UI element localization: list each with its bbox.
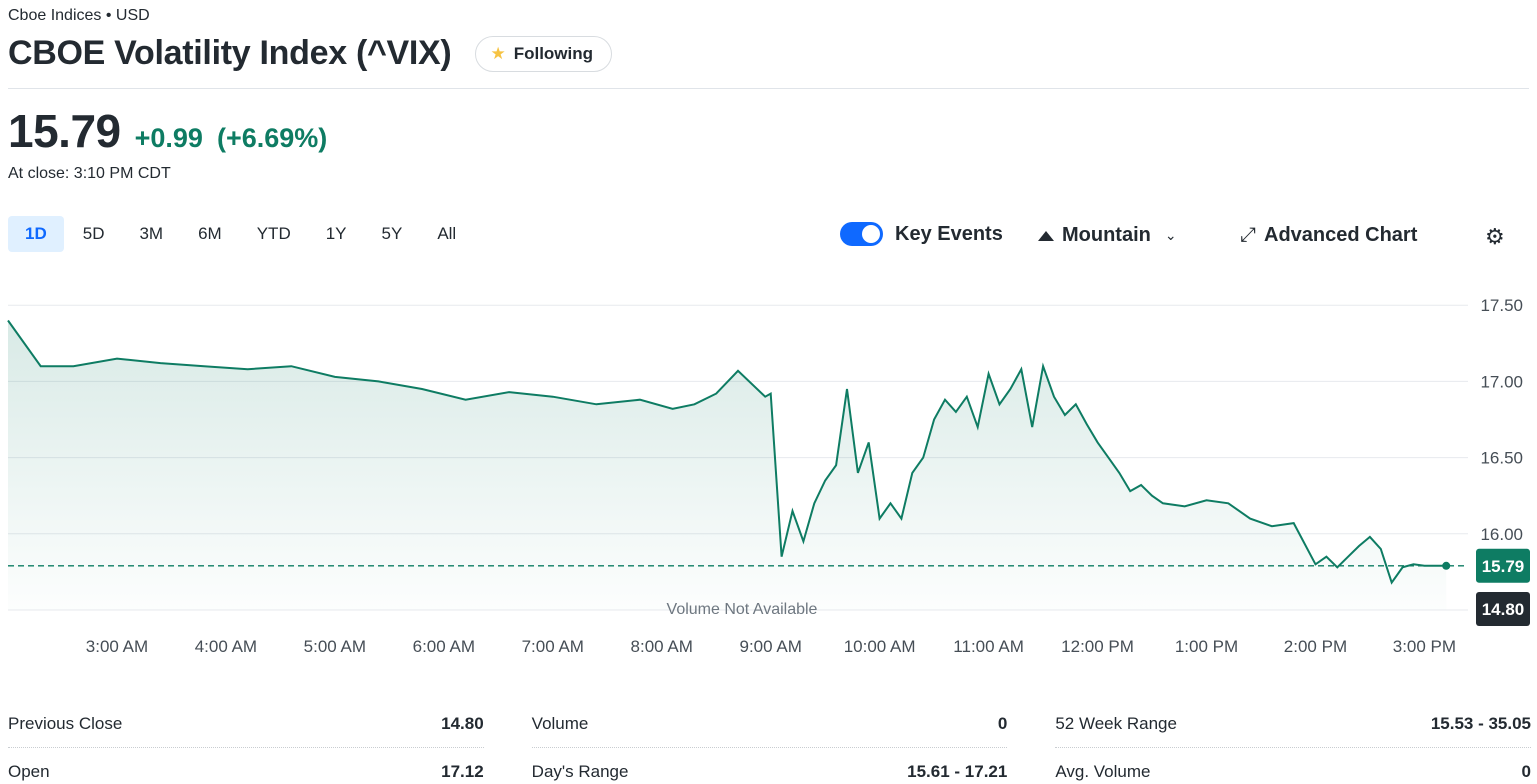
stat-value: 14.80 <box>441 713 484 733</box>
x-tick-label: 11:00 AM <box>953 637 1024 656</box>
last-price-dot <box>1442 561 1451 570</box>
stat-label: Volume <box>531 713 589 733</box>
x-tick-label: 9:00 AM <box>739 637 801 656</box>
range-all[interactable]: All <box>437 224 457 243</box>
key-events-toggle[interactable] <box>840 222 883 246</box>
key-events-control: Key Events <box>840 222 1003 246</box>
y-tick-label: 16.50 <box>1480 449 1523 468</box>
stat-value: 15.61 - 17.21 <box>907 762 1008 781</box>
x-tick-label: 4:00 AM <box>195 637 257 656</box>
x-tick-label: 3:00 AM <box>86 637 148 656</box>
range-5y[interactable]: 5Y <box>381 224 403 243</box>
chart-type-label: Mountain <box>1062 224 1151 246</box>
x-tick-label: 10:00 AM <box>844 637 916 656</box>
range-3m[interactable]: 3M <box>139 224 164 243</box>
previous-close-badge: 14.80 <box>1476 592 1530 626</box>
stat-value: 0 <box>997 713 1008 733</box>
volume-note: Volume Not Available <box>667 601 818 618</box>
stats-column-2: Volume 0 Day's Range 15.61 - 17.21 <box>531 700 1008 784</box>
stat-value: 15.53 - 35.05 <box>1430 713 1532 733</box>
mountain-icon <box>1038 230 1054 241</box>
x-tick-label: 1:00 PM <box>1175 637 1238 656</box>
advanced-chart-label: Advanced Chart <box>1264 224 1418 246</box>
x-tick-label: 8:00 AM <box>631 637 693 656</box>
stat-label: Day's Range <box>531 762 629 781</box>
stat-row-open: Open 17.12 <box>8 748 484 784</box>
price-line <box>7 319 1447 585</box>
title-row: CBOE Volatility Index (^VIX) ★ Following <box>8 34 613 73</box>
x-tick-label: 3:00 PM <box>1393 637 1456 656</box>
page-title: CBOE Volatility Index (^VIX) <box>8 34 452 72</box>
price-chart[interactable]: Volume Not Available 17.50 17.00 16.50 16.0… <box>0 280 1537 670</box>
price-change: +0.99 <box>134 123 203 153</box>
expand-icon: ⤢ <box>1240 224 1256 246</box>
range-1y[interactable]: 1Y <box>325 224 347 243</box>
range-5d[interactable]: 5D <box>82 224 105 243</box>
svg-text:14.80: 14.80 <box>1482 600 1525 619</box>
chevron-down-icon: ⌄ <box>1164 227 1177 243</box>
stat-value: 17.12 <box>441 762 484 781</box>
key-events-label: Key Events <box>895 222 1003 245</box>
header-divider <box>8 88 1529 89</box>
stats-column-1: Previous Close 14.80 Open 17.12 <box>8 700 484 784</box>
price-area <box>8 320 1447 610</box>
stat-value: 0 <box>1521 762 1532 781</box>
x-tick-label: 2:00 PM <box>1284 637 1347 656</box>
y-tick-label: 16.00 <box>1480 525 1523 544</box>
stat-row-52-week-range: 52 Week Range 15.53 - 35.05 <box>1055 700 1532 748</box>
close-time: At close: 3:10 PM CDT <box>8 165 171 182</box>
range-6m[interactable]: 6M <box>198 224 222 243</box>
gear-icon[interactable]: ⚙ <box>1485 224 1505 249</box>
star-icon: ★ <box>490 43 506 63</box>
chart-type-dropdown[interactable]: Mountain ⌄ <box>1038 224 1177 247</box>
stat-label: 52 Week Range <box>1055 713 1177 733</box>
stat-label: Previous Close <box>8 713 123 733</box>
x-tick-label: 5:00 AM <box>304 637 366 656</box>
svg-text:15.79: 15.79 <box>1482 557 1525 576</box>
y-tick-label: 17.00 <box>1480 372 1523 391</box>
stat-label: Avg. Volume <box>1055 762 1151 781</box>
x-tick-label: 12:00 PM <box>1061 637 1134 656</box>
range-ytd[interactable]: YTD <box>256 224 291 243</box>
stats-column-3: 52 Week Range 15.53 - 35.05 Avg. Volume … <box>1055 700 1532 784</box>
price-change-percent: (+6.69%) <box>216 123 328 153</box>
range-1d[interactable]: 1D <box>8 216 64 252</box>
follow-button-label: Following <box>513 43 594 63</box>
last-price-badge: 15.79 <box>1476 548 1530 583</box>
x-tick-label: 7:00 AM <box>522 637 584 656</box>
stat-row-days-range: Day's Range 15.61 - 17.21 <box>532 748 1008 784</box>
stat-row-volume: Volume 0 <box>531 700 1008 748</box>
y-tick-label: 17.50 <box>1480 296 1523 315</box>
follow-button[interactable]: ★ Following <box>475 35 613 72</box>
stat-row-previous-close: Previous Close 14.80 <box>8 700 484 748</box>
stat-row-avg-volume: Avg. Volume 0 <box>1055 748 1531 784</box>
x-tick-label: 6:00 AM <box>413 637 475 656</box>
stat-label: Open <box>8 762 50 781</box>
quote-row: 15.79 +0.99 (+6.69%) <box>8 104 327 158</box>
advanced-chart-button[interactable]: ⤢ Advanced Chart <box>1240 224 1417 247</box>
stats-table: Previous Close 14.80 Open 17.12 Volume 0… <box>8 700 1532 784</box>
current-price: 15.79 <box>8 105 121 157</box>
exchange-label: Cboe Indices • USD <box>8 7 150 24</box>
range-selector: 1D 5D 3M 6M YTD 1Y 5Y All <box>8 216 475 252</box>
